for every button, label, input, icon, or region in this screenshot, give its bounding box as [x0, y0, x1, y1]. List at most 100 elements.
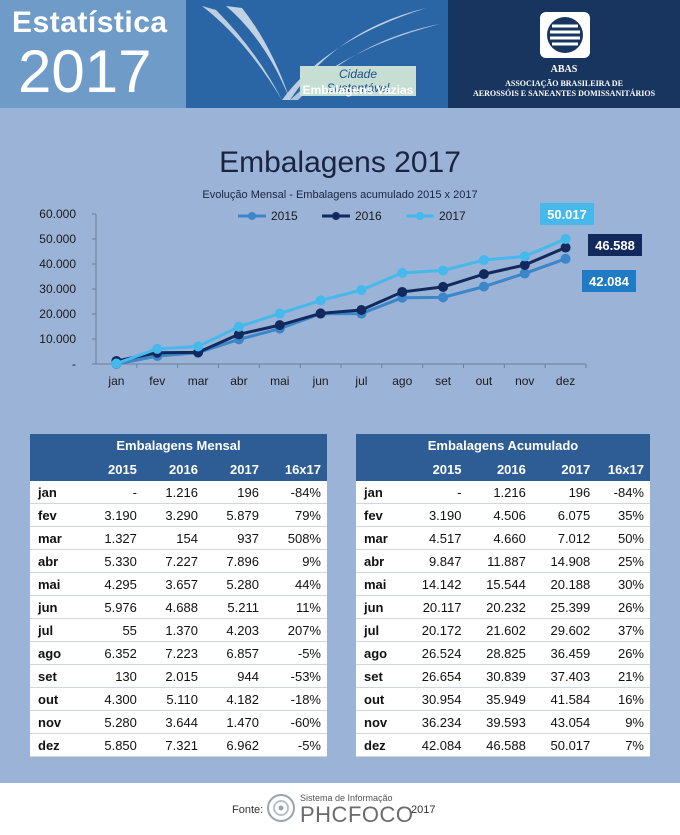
value-2017-cell: 7.012: [557, 530, 591, 546]
stat-year: 2017: [18, 38, 152, 105]
value-2017-cell: 29.602: [550, 622, 591, 638]
footer: Fonte: Sistema de Informação PHCFOCO 201…: [0, 783, 680, 835]
footer-source-label: Fonte:: [232, 804, 264, 816]
month-cell: set: [38, 668, 57, 684]
legend-marker-2015: [248, 212, 256, 220]
table-row: set 26.654 30.839 37.403 21%: [356, 665, 650, 688]
table-row: jul 55 1.370 4.203 207%: [30, 619, 327, 642]
month-cell: abr: [364, 553, 385, 569]
value-2016-cell: 39.593: [486, 714, 526, 730]
y-tick-label: 60.000: [39, 207, 76, 221]
value-2017-cell: 25.399: [550, 599, 591, 615]
data-point-2017: [560, 233, 571, 244]
pct-change-cell: 9%: [625, 714, 644, 730]
value-2015-cell: -: [457, 484, 462, 500]
value-2017-cell: 6.962: [226, 737, 259, 753]
pct-change-cell: -5%: [297, 645, 321, 661]
table-row: dez 5.850 7.321 6.962 -5%: [30, 734, 327, 757]
month-cell: out: [364, 691, 385, 707]
value-2017-cell: 43.054: [550, 714, 591, 730]
cs-label-1: Cidade Sustentável: [300, 66, 416, 96]
value-2016-cell: 7.321: [165, 737, 198, 753]
table-mensal: Embalagens Mensal 2015 2016 2017 16x17 j…: [30, 434, 327, 757]
table-row: fev 3.190 3.290 5.879 79%: [30, 504, 327, 527]
footer-system-label: Sistema de Informação: [300, 793, 393, 803]
data-point-2017: [193, 341, 204, 352]
month-cell: jul: [364, 622, 380, 638]
chart-title: Embalagens 2017: [219, 146, 461, 179]
abas-logo-panel: ABAS ASSOCIAÇÃO BRASILEIRA DE AEROSSÓIS …: [448, 0, 680, 108]
month-cell: fev: [364, 507, 383, 523]
stat-box: Estatística 2017: [0, 0, 186, 108]
line-chart: - 10.000 20.000 30.000 40.000 50.000 60.000 jan…: [39, 203, 642, 388]
x-tick-label: mar: [188, 374, 209, 388]
value-2017-cell: 50.017: [550, 737, 591, 753]
data-point-2016: [478, 269, 489, 280]
month-cell: out: [38, 691, 59, 707]
value-2015-cell: 30.954: [421, 691, 462, 707]
value-2016-cell: 7.223: [165, 645, 198, 661]
data-point-2015: [560, 253, 571, 264]
footer-year: 2017: [411, 804, 436, 816]
value-2017-cell: 1.470: [226, 714, 259, 730]
table-row: fev 3.190 4.506 6.075 35%: [356, 504, 650, 527]
abas-name: ABAS: [550, 64, 578, 75]
month-cell: dez: [364, 737, 386, 753]
pct-change-cell: 9%: [302, 553, 321, 569]
table-acumulado: Embalagens Acumulado 2015 2016 2017 16x1…: [356, 434, 650, 757]
pct-change-cell: 26%: [617, 599, 644, 615]
value-2016-cell: 3.657: [165, 576, 198, 592]
pct-change-cell: 7%: [625, 737, 644, 753]
x-tick-label: abr: [230, 374, 247, 388]
value-2015-cell: 42.084: [421, 737, 462, 753]
table-row: out 30.954 35.949 41.584 16%: [356, 688, 650, 711]
data-point-2015: [478, 281, 489, 292]
value-2017-cell: 36.459: [550, 645, 591, 661]
value-2015-cell: 5.280: [104, 714, 137, 730]
series-line-2016: [116, 246, 567, 363]
data-point-2017: [519, 251, 530, 262]
end-label-box-2017: [540, 203, 594, 225]
value-2017-cell: 7.896: [226, 553, 259, 569]
month-cell: jan: [364, 484, 383, 500]
legend-label-2016: 2016: [355, 209, 382, 223]
x-tick-label: jul: [354, 374, 367, 388]
data-point-2016: [356, 304, 367, 315]
table-mensal-title: Embalagens Mensal: [30, 434, 327, 457]
table-acumulado-col-16x17: 16x17: [596, 457, 650, 481]
table-row: out 4.300 5.110 4.182 -18%: [30, 688, 327, 711]
value-2015-cell: 26.524: [421, 645, 462, 661]
cidade-sustentavel-logo: Cidade Sustentável Embalagens Vazias: [186, 0, 448, 108]
pct-change-cell: 30%: [617, 576, 644, 592]
y-tick-label: -: [72, 357, 76, 371]
pct-change-cell: -18%: [290, 691, 321, 707]
value-2015-cell: 20.117: [422, 599, 462, 615]
series-line-2017: [115, 237, 567, 365]
month-cell: jun: [364, 599, 384, 615]
value-2016-cell: 5.110: [166, 691, 198, 707]
abas-subtitle-1: ASSOCIAÇÃO BRASILEIRA DE: [505, 79, 623, 88]
value-2017-cell: 6.075: [557, 507, 591, 523]
table-mensal-col-16x17: 16x17: [264, 457, 327, 481]
data-point-2016: [315, 308, 326, 319]
value-2015-cell: -: [132, 484, 137, 500]
data-point-2016: [274, 320, 285, 331]
data-point-2017: [356, 284, 367, 295]
legend-marker-2017: [416, 212, 424, 220]
value-2015-cell: 3.190: [428, 507, 462, 523]
data-point-2017: [233, 321, 244, 332]
table-row: nov 36.234 39.593 43.054 9%: [356, 711, 650, 734]
y-tick-label: 10.000: [39, 332, 76, 346]
table-row: mar 1.327 154 937 508%: [30, 527, 327, 550]
value-2017-cell: 196: [237, 484, 259, 500]
value-2016-cell: 3.644: [165, 714, 198, 730]
table-row: ago 6.352 7.223 6.857 -5%: [30, 642, 327, 665]
legend-marker-2016: [332, 212, 340, 220]
pct-change-cell: 79%: [294, 507, 321, 523]
value-2016-cell: 4.688: [165, 599, 198, 615]
value-2016-cell: 2.015: [165, 668, 198, 684]
end-label-2016: 46.588: [595, 238, 635, 253]
table-acumulado-col-2015: 2015: [403, 457, 468, 481]
value-2015-cell: 4.295: [104, 576, 137, 592]
pct-change-cell: -5%: [297, 737, 321, 753]
